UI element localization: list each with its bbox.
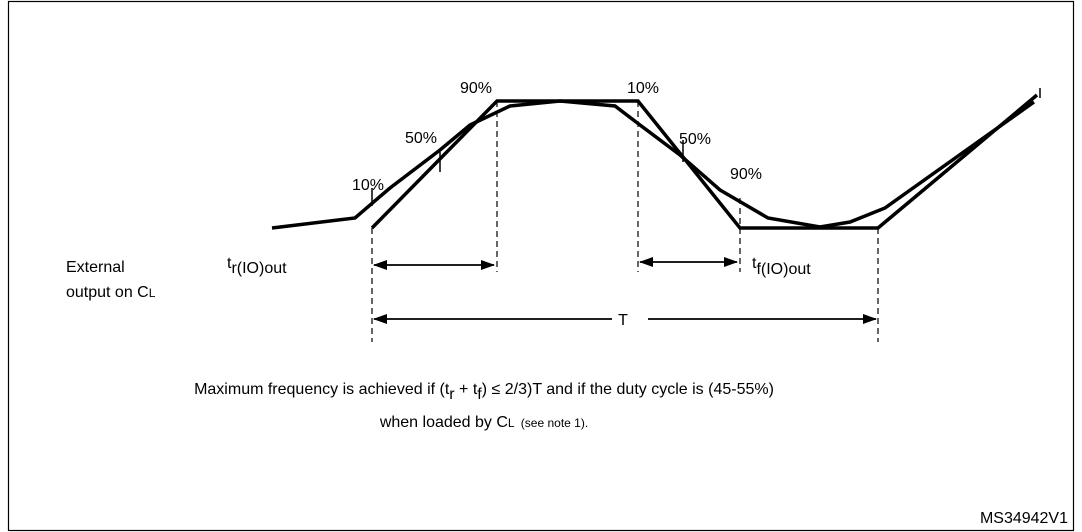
- figure-id: MS34942V1: [980, 510, 1068, 527]
- fall-label: 10%: [627, 80, 659, 97]
- ideal-waveform: [370, 93, 1039, 230]
- period-label: T: [618, 312, 628, 329]
- rise-label: 10%: [352, 177, 384, 194]
- fall-label: 90%: [730, 166, 762, 183]
- fall-label: 50%: [679, 131, 711, 148]
- signal-label: External: [66, 259, 125, 276]
- frame: [7, 0, 1075, 532]
- fall-time-label: tf(IO)out: [752, 255, 811, 278]
- signal-label: output on CL: [66, 284, 156, 301]
- rise-label: 90%: [460, 80, 492, 97]
- caption: Maximum frequency is achieved if (tr + t…: [194, 381, 774, 403]
- loaded-waveform: [271, 99, 1036, 230]
- caption: when loaded by CL (see note 1).: [379, 414, 588, 431]
- rise-label: 50%: [405, 130, 437, 147]
- rise-time-label: tr(IO)out: [227, 255, 287, 277]
